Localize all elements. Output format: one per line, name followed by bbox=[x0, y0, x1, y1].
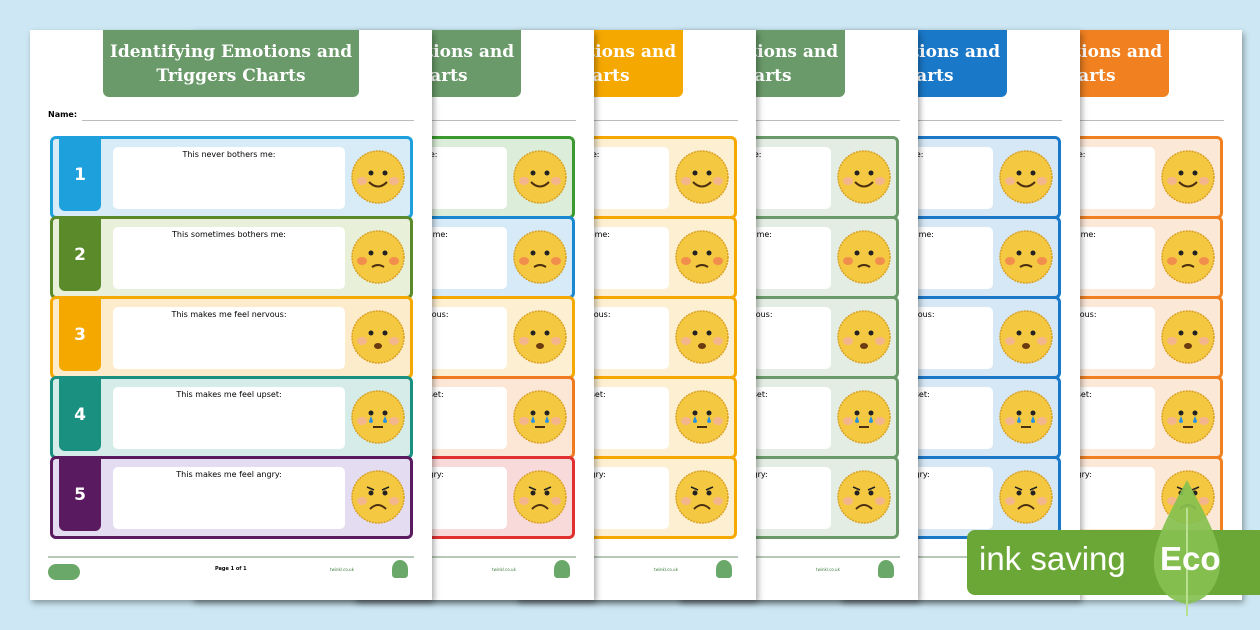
footer-divider bbox=[48, 556, 414, 558]
worried-face-icon bbox=[351, 230, 405, 284]
name-label: Name: bbox=[48, 110, 78, 119]
emotion-row: 3 This makes me feel nervous: bbox=[50, 296, 413, 379]
trigger-write-box: This makes me feel angry: bbox=[113, 467, 345, 529]
tree-logo-icon bbox=[392, 560, 408, 578]
emotion-row: 4 This makes me feel upset: bbox=[50, 376, 413, 459]
happy-face-icon bbox=[1161, 150, 1215, 204]
nervous-face-icon bbox=[837, 310, 891, 364]
worksheet-title: Identifying Emotions and Triggers Charts bbox=[103, 30, 359, 97]
trigger-write-box: This makes me feel nervous: bbox=[113, 307, 345, 369]
crying-face-icon bbox=[513, 390, 567, 444]
nervous-face-icon bbox=[351, 310, 405, 364]
angry-face-icon bbox=[675, 470, 729, 524]
angry-face-icon bbox=[999, 470, 1053, 524]
happy-face-icon bbox=[837, 150, 891, 204]
trigger-write-box: This makes me feel upset: bbox=[113, 387, 345, 449]
row-prompt: This sometimes bothers me: bbox=[172, 230, 286, 239]
happy-face-icon bbox=[513, 150, 567, 204]
crying-face-icon bbox=[999, 390, 1053, 444]
footer-url: twinkl.co.uk bbox=[330, 567, 354, 572]
emotion-row: 1 This never bothers me: bbox=[50, 136, 413, 219]
angry-face-icon bbox=[837, 470, 891, 524]
trigger-write-box: This never bothers me: bbox=[113, 147, 345, 209]
worried-face-icon bbox=[675, 230, 729, 284]
happy-face-icon bbox=[351, 150, 405, 204]
footer-url: twinkl.co.uk bbox=[816, 567, 840, 572]
crying-face-icon bbox=[837, 390, 891, 444]
crying-face-icon bbox=[351, 390, 405, 444]
nervous-face-icon bbox=[1161, 310, 1215, 364]
worried-face-icon bbox=[1161, 230, 1215, 284]
leaf-icon bbox=[1153, 480, 1221, 616]
crying-face-icon bbox=[1161, 390, 1215, 444]
page-number: Page 1 of 1 bbox=[215, 566, 247, 572]
eco-label: Eco bbox=[1160, 540, 1221, 577]
worried-face-icon bbox=[999, 230, 1053, 284]
twinkl-logo-icon bbox=[48, 564, 80, 580]
tree-logo-icon bbox=[716, 560, 732, 578]
worried-face-icon bbox=[837, 230, 891, 284]
row-number: 4 bbox=[59, 379, 101, 451]
crying-face-icon bbox=[675, 390, 729, 444]
nervous-face-icon bbox=[999, 310, 1053, 364]
tree-logo-icon bbox=[554, 560, 570, 578]
footer-url: twinkl.co.uk bbox=[492, 567, 516, 572]
ink-saving-label: ink saving bbox=[979, 540, 1126, 577]
row-number: 1 bbox=[59, 139, 101, 211]
emotion-row: 2 This sometimes bothers me: bbox=[50, 216, 413, 299]
row-number: 2 bbox=[59, 219, 101, 291]
nervous-face-icon bbox=[675, 310, 729, 364]
tree-logo-icon bbox=[878, 560, 894, 578]
row-prompt: This makes me feel angry: bbox=[176, 470, 282, 479]
row-number: 3 bbox=[59, 299, 101, 371]
angry-face-icon bbox=[513, 470, 567, 524]
worksheet-page-front: Identifying Emotions and Triggers Charts… bbox=[30, 30, 432, 600]
happy-face-icon bbox=[999, 150, 1053, 204]
row-prompt: This makes me feel nervous: bbox=[171, 310, 287, 319]
nervous-face-icon bbox=[513, 310, 567, 364]
angry-face-icon bbox=[351, 470, 405, 524]
row-prompt: This makes me feel upset: bbox=[176, 390, 282, 399]
happy-face-icon bbox=[675, 150, 729, 204]
row-prompt: This never bothers me: bbox=[182, 150, 276, 159]
trigger-write-box: This sometimes bothers me: bbox=[113, 227, 345, 289]
emotion-row: 5 This makes me feel angry: bbox=[50, 456, 413, 539]
name-line bbox=[82, 120, 414, 121]
footer-url: twinkl.co.uk bbox=[654, 567, 678, 572]
emotion-rows: 1 This never bothers me: 2 This sometime… bbox=[50, 136, 413, 539]
worried-face-icon bbox=[513, 230, 567, 284]
row-number: 5 bbox=[59, 459, 101, 531]
